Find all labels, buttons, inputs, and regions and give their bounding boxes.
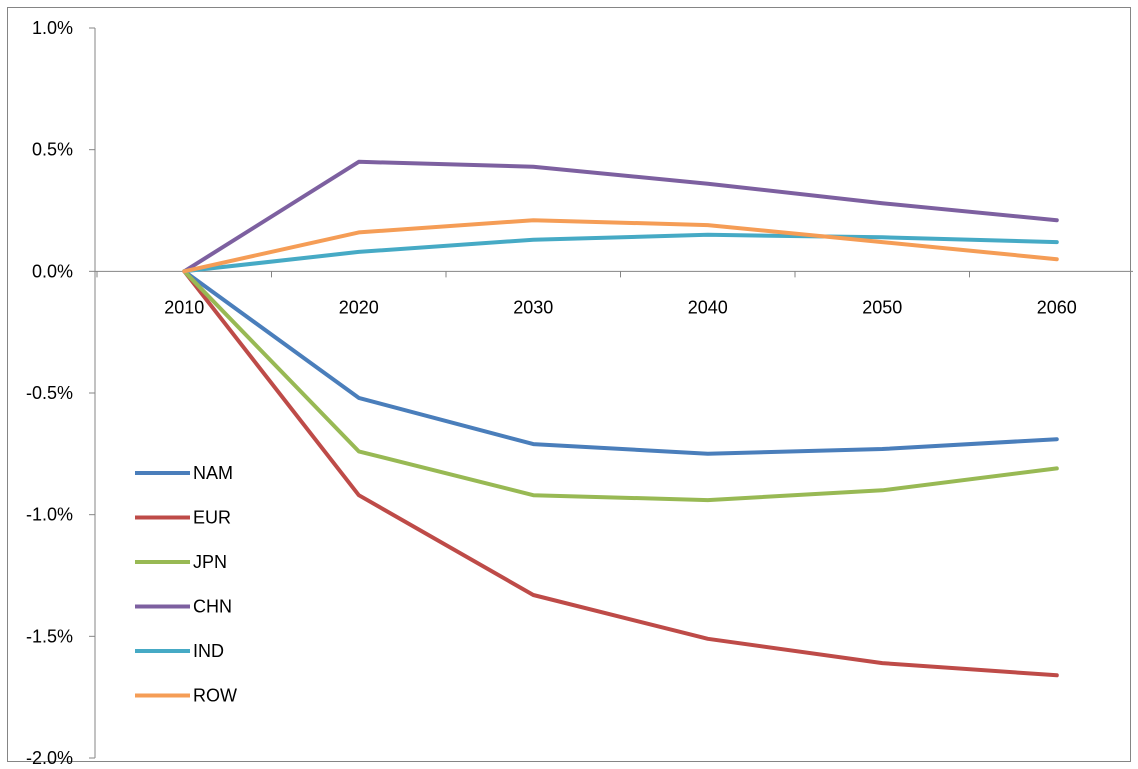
- y-tick-label: -2.0%: [26, 748, 73, 768]
- series-line-chn: [182, 159, 1059, 274]
- legend-label-nam: NAM: [193, 463, 233, 483]
- y-tick-label: 0.0%: [32, 261, 73, 281]
- series-line-jpn: [182, 269, 1059, 503]
- legend-label-jpn: JPN: [193, 552, 227, 572]
- legend-label-chn: CHN: [193, 597, 232, 617]
- chart-frame: [7, 7, 1131, 762]
- y-tick-label: -0.5%: [26, 383, 73, 403]
- y-tick-label: 0.5%: [32, 140, 73, 160]
- x-tick-label: 2040: [688, 297, 728, 317]
- x-tick-label: 2030: [513, 297, 553, 317]
- x-tick-label: 2050: [862, 297, 902, 317]
- series-line-nam: [182, 269, 1059, 456]
- x-tick-label: 2010: [164, 297, 204, 317]
- legend-label-eur: EUR: [193, 508, 231, 528]
- legend-label-ind: IND: [193, 641, 224, 661]
- x-tick-label: 2020: [339, 297, 379, 317]
- y-tick-label: -1.0%: [26, 505, 73, 525]
- series-line-eur: [182, 269, 1059, 678]
- legend-label-row: ROW: [193, 686, 237, 706]
- y-tick-label: 1.0%: [32, 18, 73, 38]
- y-tick-label: -1.5%: [26, 626, 73, 646]
- x-tick-label: 2060: [1037, 297, 1077, 317]
- series-line-row: [182, 218, 1059, 274]
- series-line-ind: [182, 232, 1059, 274]
